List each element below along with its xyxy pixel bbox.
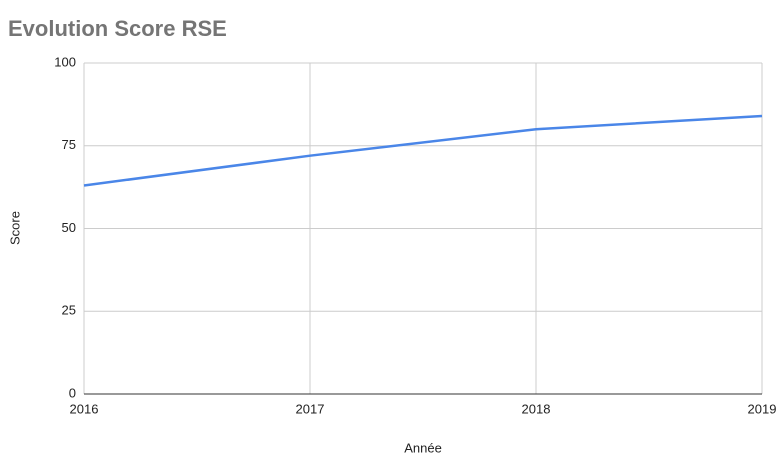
line-series [83,114,763,187]
y-tick-label: 75 [62,137,76,152]
chart-title: Evolution Score RSE [8,16,227,41]
y-axis-label: Score [7,211,22,245]
y-tick-label: 100 [54,54,76,69]
x-tick-label: 2017 [296,401,325,416]
y-tick-label: 0 [69,385,76,400]
x-tick-label: 2018 [522,401,551,416]
x-tick-label: 2019 [748,401,777,416]
y-tick-label: 50 [62,220,76,235]
x-axis-label: Année [404,440,442,455]
x-tick-label: 2016 [70,401,99,416]
y-tick-label: 25 [62,303,76,318]
